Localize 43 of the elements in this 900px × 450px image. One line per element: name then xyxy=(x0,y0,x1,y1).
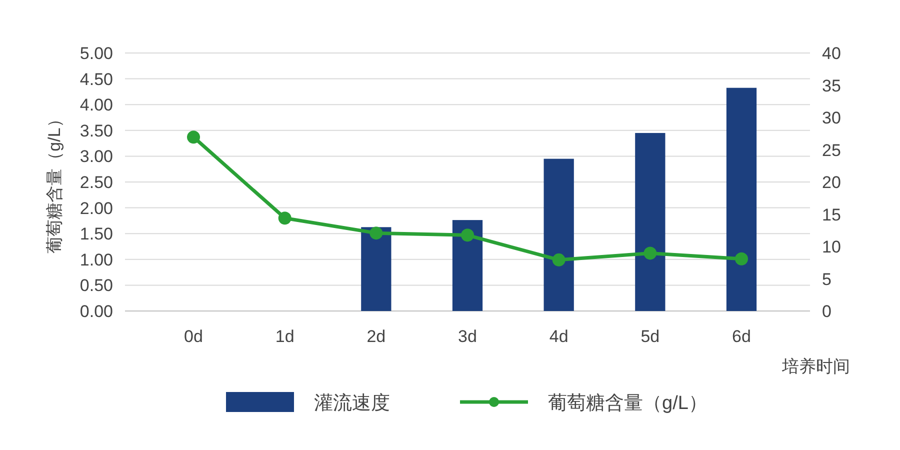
y-tick-label: 2.50 xyxy=(80,173,113,192)
y2-tick-label: 20 xyxy=(822,173,841,192)
point xyxy=(370,226,383,240)
bar xyxy=(726,88,757,311)
point xyxy=(187,130,200,144)
y2-tick-label: 40 xyxy=(822,44,841,63)
x-tick-label: 5d xyxy=(640,327,660,346)
y-tick-label: 4.50 xyxy=(80,70,113,89)
x-axis-title: 培养时间 xyxy=(781,357,850,376)
y-axis-title: 葡萄糖含量（g/L） xyxy=(45,110,64,254)
legend-label: 灌流速度 xyxy=(314,392,390,414)
y-tick-label: 4.00 xyxy=(80,96,113,115)
y-tick-label: 0.50 xyxy=(80,276,113,296)
y2-tick-label: 35 xyxy=(822,76,841,96)
y-tick-label: 0.00 xyxy=(80,302,113,321)
y-tick-label: 3.50 xyxy=(80,121,113,140)
y2-tick-label: 25 xyxy=(822,140,841,160)
y-tick-label: 1.00 xyxy=(80,250,113,270)
legend-label: 葡萄糖含量（g/L） xyxy=(548,393,708,414)
x-tick-label: 6d xyxy=(732,327,751,346)
y2-tick-label: 15 xyxy=(822,205,841,224)
x-tick-label: 2d xyxy=(366,327,386,346)
point xyxy=(552,253,566,266)
point xyxy=(735,252,748,266)
bar xyxy=(452,220,483,311)
x-tick-label: 1d xyxy=(275,327,294,346)
y-tick-label: 2.00 xyxy=(80,198,113,218)
y-tick-label: 3.00 xyxy=(80,147,113,166)
y2-tick-label: 0 xyxy=(822,302,832,321)
x-tick-label: 3d xyxy=(458,327,477,346)
bar xyxy=(635,132,666,311)
y2-tick-label: 10 xyxy=(822,238,841,256)
point xyxy=(644,246,657,260)
y2-tick-label: 30 xyxy=(822,108,841,128)
bar xyxy=(544,158,574,311)
x-tick-label: 0d xyxy=(184,327,203,346)
point xyxy=(461,228,474,242)
y-tick-label: 1.50 xyxy=(80,224,113,244)
bar xyxy=(361,227,392,311)
x-tick-label: 4d xyxy=(549,327,568,346)
y-tick-label: 5.00 xyxy=(80,44,113,63)
y2-tick-label: 5 xyxy=(822,270,832,289)
point xyxy=(278,212,292,225)
